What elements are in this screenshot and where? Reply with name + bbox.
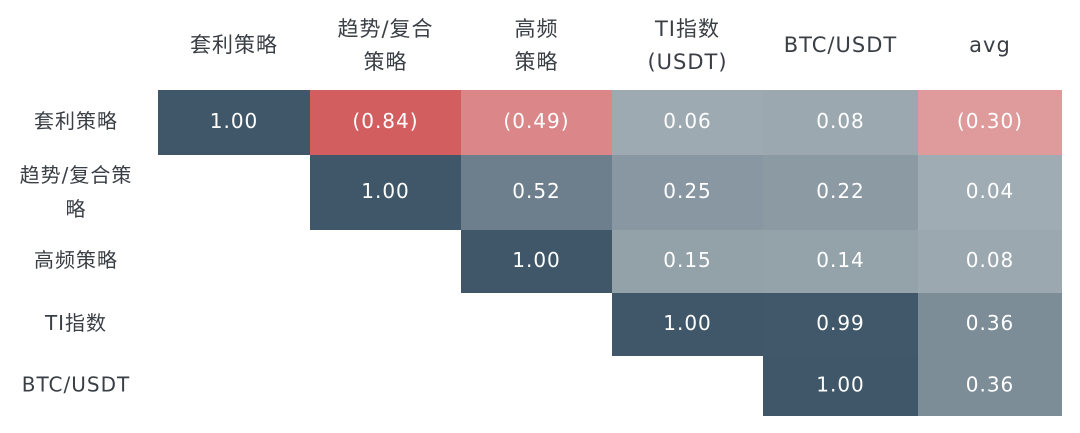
cell-value-r1-c2: 0.52 [512, 179, 561, 203]
row-label-2-line-0: 高频策略 [34, 248, 118, 272]
heatmap-cell-r0-c4 [763, 90, 918, 155]
cell-value-r0-c0: 1.00 [210, 109, 259, 133]
row-label-1-line-0: 趋势/复合策 [20, 163, 133, 187]
column-header-1-line-1: 策略 [364, 50, 408, 74]
column-header-5-line-0: avg [969, 33, 1011, 57]
cell-value-r2-c4: 0.14 [816, 248, 865, 272]
heatmap-cell-r3-c3 [612, 293, 763, 356]
heatmap-cell-r0-c3 [612, 90, 763, 155]
heatmap-cell-r1-c1 [310, 155, 461, 230]
cell-value-r0-c5: (0.30) [957, 109, 1023, 133]
cell-value-r1-c4: 0.22 [816, 179, 865, 203]
cell-value-r4-c4: 1.00 [816, 373, 865, 397]
column-header-3-line-1: (USDT) [647, 50, 727, 74]
column-header-4-line-0: BTC/USDT [784, 33, 897, 57]
heatmap-cell-r1-c4 [763, 155, 918, 230]
row-label-1-line-1: 略 [66, 197, 87, 221]
cell-value-r2-c5: 0.08 [966, 248, 1015, 272]
cell-value-r1-c1: 1.00 [361, 179, 410, 203]
cell-value-r2-c3: 0.15 [663, 248, 712, 272]
column-header-2-line-1: 策略 [515, 50, 559, 74]
heatmap-cell-r2-c4 [763, 230, 918, 293]
heatmap-cell-r0-c5 [918, 90, 1062, 155]
heatmap-cell-r1-c3 [612, 155, 763, 230]
row-label-4-line-0: BTC/USDT [22, 373, 130, 397]
column-header-0-line-0: 套利策略 [190, 33, 278, 57]
cell-value-r0-c3: 0.06 [663, 109, 712, 133]
cell-value-r3-c3: 1.00 [663, 311, 712, 335]
cell-value-r1-c3: 0.25 [663, 179, 712, 203]
heatmap-cell-r4-c5 [918, 356, 1062, 416]
cell-value-r0-c1: (0.84) [352, 109, 418, 133]
heatmap-cell-r2-c5 [918, 230, 1062, 293]
cell-value-r1-c5: 0.04 [966, 179, 1015, 203]
row-label-3-line-0: TI指数 [44, 311, 107, 335]
heatmap-cell-r2-c3 [612, 230, 763, 293]
heatmap-cell-r3-c5 [918, 293, 1062, 356]
heatmap-cell-r4-c4 [763, 356, 918, 416]
cell-value-r0-c4: 0.08 [816, 109, 865, 133]
column-header-3-line-0: TI指数 [654, 17, 720, 41]
heatmap-cell-r0-c0 [158, 90, 310, 155]
heatmap-cell-r0-c1 [310, 90, 461, 155]
heatmap-cell-r2-c2 [461, 230, 612, 293]
heatmap-cell-r0-c2 [461, 90, 612, 155]
heatmap-cell-r1-c5 [918, 155, 1062, 230]
column-header-2-line-0: 高频 [515, 17, 559, 41]
row-label-0-line-0: 套利策略 [34, 109, 118, 133]
heatmap-cell-r3-c4 [763, 293, 918, 356]
column-header-1-line-0: 趋势/复合 [337, 17, 433, 41]
heatmap-cell-r1-c2 [461, 155, 612, 230]
cell-value-r0-c2: (0.49) [503, 109, 569, 133]
cell-value-r4-c5: 0.36 [966, 373, 1015, 397]
cell-value-r3-c5: 0.36 [966, 311, 1015, 335]
cell-value-r3-c4: 0.99 [816, 311, 865, 335]
cell-value-r2-c2: 1.00 [512, 248, 561, 272]
